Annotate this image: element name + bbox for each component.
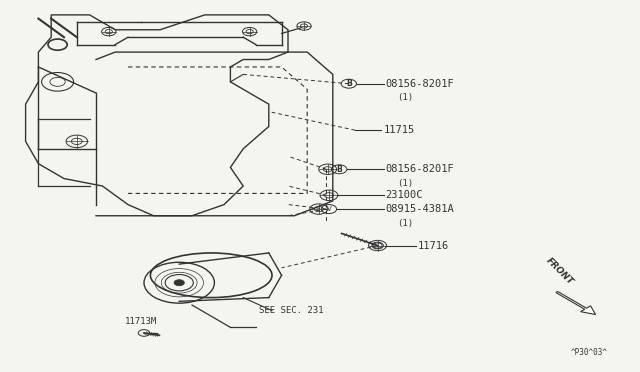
Text: 23100C: 23100C <box>385 190 423 200</box>
Text: B: B <box>337 165 342 174</box>
Circle shape <box>138 330 150 336</box>
Text: (1): (1) <box>397 93 413 102</box>
FancyArrow shape <box>556 292 596 315</box>
Text: SEE SEC. 231: SEE SEC. 231 <box>259 306 323 315</box>
Circle shape <box>174 280 184 286</box>
Text: 11715: 11715 <box>384 125 415 135</box>
Text: V: V <box>326 206 332 212</box>
Text: 08156-8201F: 08156-8201F <box>385 164 454 174</box>
Text: ^P30^03^: ^P30^03^ <box>570 348 607 357</box>
Text: 08156-8201F: 08156-8201F <box>385 79 454 89</box>
Text: 11716: 11716 <box>417 241 449 250</box>
Text: B: B <box>346 79 351 88</box>
Text: (1): (1) <box>397 219 413 228</box>
Circle shape <box>372 242 383 249</box>
Text: 08915-4381A: 08915-4381A <box>385 204 454 214</box>
Text: FRONT: FRONT <box>545 256 575 287</box>
Text: (1): (1) <box>397 179 413 188</box>
Text: 11713M: 11713M <box>125 317 157 326</box>
